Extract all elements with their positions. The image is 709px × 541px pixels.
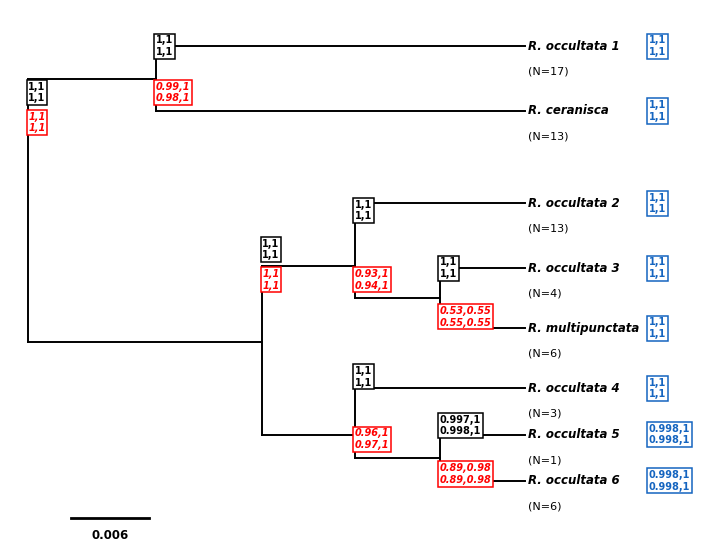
Text: 1,1
1,1: 1,1 1,1 (354, 366, 372, 388)
Text: R. occultata 6: R. occultata 6 (528, 474, 620, 487)
Text: 1,1
1,1: 1,1 1,1 (649, 100, 666, 122)
Text: (N=13): (N=13) (528, 131, 569, 141)
Text: 1,1
1,1: 1,1 1,1 (649, 36, 666, 57)
Text: 1,1
1,1: 1,1 1,1 (156, 36, 173, 57)
Text: (N=4): (N=4) (528, 288, 562, 299)
Text: (N=1): (N=1) (528, 455, 562, 465)
Text: 1,1
1,1: 1,1 1,1 (440, 258, 457, 279)
Text: 0.96,1
0.97,1: 0.96,1 0.97,1 (354, 428, 389, 450)
Text: 0.89,0.98
0.89,0.98: 0.89,0.98 0.89,0.98 (440, 463, 491, 485)
Text: 1,1
1,1: 1,1 1,1 (649, 378, 666, 399)
Text: 0.53,0.55
0.55,0.55: 0.53,0.55 0.55,0.55 (440, 306, 491, 327)
Text: 1,1
1,1: 1,1 1,1 (262, 269, 279, 291)
Text: 1,1
1,1: 1,1 1,1 (28, 82, 45, 103)
Text: 0.998,1
0.998,1: 0.998,1 0.998,1 (649, 470, 690, 492)
Text: 1,1
1,1: 1,1 1,1 (649, 193, 666, 214)
Text: (N=6): (N=6) (528, 502, 562, 511)
Text: R. multipunctata: R. multipunctata (528, 322, 640, 335)
Text: 1,1
1,1: 1,1 1,1 (649, 258, 666, 279)
Text: 0.997,1
0.998,1: 0.997,1 0.998,1 (440, 414, 481, 436)
Text: 1,1
1,1: 1,1 1,1 (354, 200, 372, 221)
Text: R. occultata 2: R. occultata 2 (528, 197, 620, 210)
Text: (N=13): (N=13) (528, 224, 569, 234)
Text: (N=17): (N=17) (528, 67, 569, 77)
Text: 0.006: 0.006 (91, 530, 128, 541)
Text: R. occultata 5: R. occultata 5 (528, 428, 620, 441)
Text: (N=6): (N=6) (528, 349, 562, 359)
Text: R. occultata 4: R. occultata 4 (528, 382, 620, 395)
Text: R. occultata 1: R. occultata 1 (528, 39, 620, 52)
Text: 0.99,1
0.98,1: 0.99,1 0.98,1 (156, 82, 191, 103)
Text: 1,1
1,1: 1,1 1,1 (649, 318, 666, 339)
Text: R. occultata 3: R. occultata 3 (528, 262, 620, 275)
Text: 1,1
1,1: 1,1 1,1 (28, 112, 45, 133)
Text: (N=3): (N=3) (528, 409, 562, 419)
Text: 1,1
1,1: 1,1 1,1 (262, 239, 279, 261)
Text: 0.93,1
0.94,1: 0.93,1 0.94,1 (354, 269, 389, 291)
Text: 0.998,1
0.998,1: 0.998,1 0.998,1 (649, 424, 690, 445)
Text: R. ceranisca: R. ceranisca (528, 104, 609, 117)
